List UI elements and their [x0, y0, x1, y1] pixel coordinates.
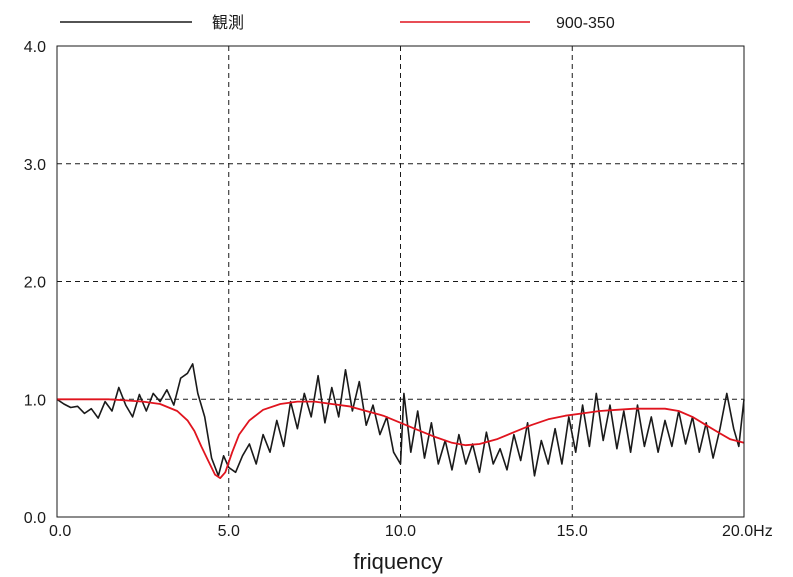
observed-series-line — [56, 363, 745, 477]
y-tick-label: 2.0 — [24, 275, 46, 292]
x-tick-label: 5.0 — [218, 523, 240, 540]
legend-label-model: 900-350 — [556, 15, 615, 32]
y-tick-label: 4.0 — [24, 39, 46, 56]
y-tick-label: 0.0 — [24, 510, 46, 527]
x-axis-label: friquency — [353, 549, 442, 574]
x-tick-label: 10.0 — [385, 523, 416, 540]
y-tick-label: 1.0 — [24, 392, 46, 409]
series-lines — [56, 363, 745, 479]
x-tick-label: 15.0 — [557, 523, 588, 540]
y-tick-label: 3.0 — [24, 157, 46, 174]
grid-lines — [57, 46, 744, 517]
x-tick-label: 20.0Hz — [722, 523, 773, 540]
plot-frame — [56, 45, 745, 518]
model-series-line — [57, 398, 745, 479]
x-tick-label: 0.0 — [49, 523, 71, 540]
legend-label-observed: 観測 — [212, 14, 244, 32]
legend: 観測 900-350 — [60, 14, 615, 32]
tick-labels: 0.0 5.0 10.0 15.0 20.0Hz 0.0 1.0 2.0 3.0 4.0 — [24, 39, 773, 540]
